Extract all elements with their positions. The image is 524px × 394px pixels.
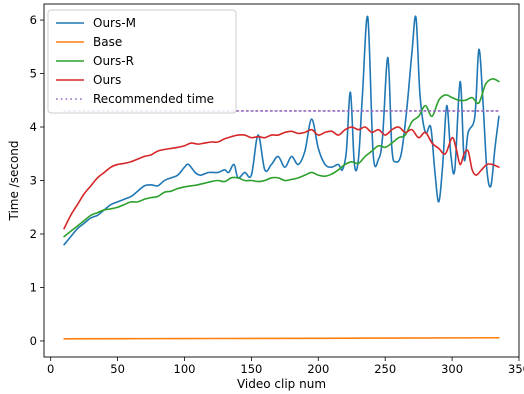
legend-label-ours-r: Ours-R <box>93 54 134 68</box>
y-tick-label: 0 <box>30 334 37 348</box>
y-axis-label: Time /second <box>7 140 21 221</box>
y-tick-label: 4 <box>30 120 37 134</box>
legend-label-ours-m: Ours-M <box>93 16 136 30</box>
series-line-ours-m <box>63 15 500 246</box>
x-tick-label: 200 <box>307 362 329 376</box>
x-tick-label: 250 <box>374 362 396 376</box>
x-axis-label: Video clip num <box>237 377 326 391</box>
legend-label-ours: Ours <box>93 73 121 87</box>
x-axis: 0 50 100 150 200 250 300 350 <box>47 357 524 376</box>
x-tick-label: 350 <box>508 362 524 376</box>
series-line-base <box>63 336 500 340</box>
legend-label-recommended-time: Recommended time <box>93 92 214 106</box>
x-tick-label: 0 <box>47 362 54 376</box>
x-tick-label: 300 <box>441 362 463 376</box>
series-line-ours-r <box>63 78 500 238</box>
legend-label-base: Base <box>93 35 122 49</box>
y-axis: 0 1 2 3 4 5 6 <box>30 13 44 348</box>
x-tick-label: 50 <box>110 362 125 376</box>
y-tick-label: 6 <box>30 13 37 27</box>
y-tick-label: 5 <box>30 67 37 81</box>
series-layer <box>63 15 500 340</box>
y-tick-label: 2 <box>30 227 37 241</box>
y-tick-label: 3 <box>30 174 37 188</box>
x-tick-label: 100 <box>174 362 196 376</box>
legend: Ours-M Base Ours-R Ours Recommended time <box>47 9 237 114</box>
y-tick-label: 1 <box>30 280 37 294</box>
series-line-ours <box>63 126 500 230</box>
legend-box <box>47 9 237 114</box>
x-tick-label: 150 <box>240 362 262 376</box>
